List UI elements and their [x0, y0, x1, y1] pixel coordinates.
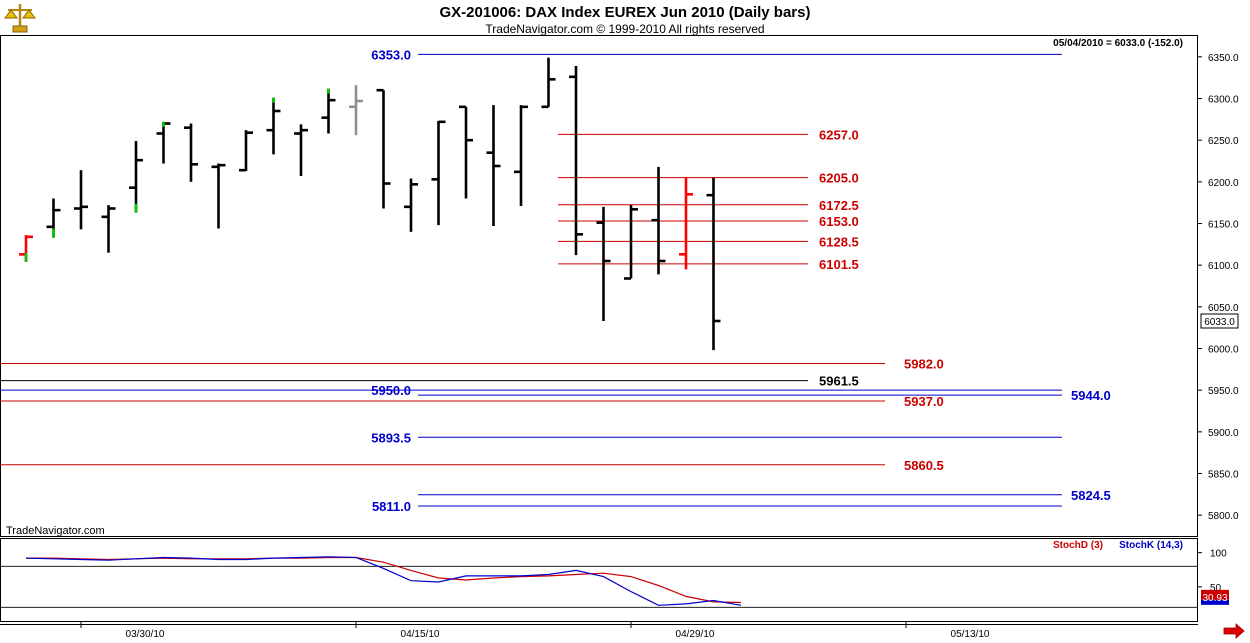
level-label: 6205.0: [819, 171, 859, 186]
level-label: 5893.5: [371, 430, 411, 445]
last-price-tag: 6033.0: [1200, 313, 1239, 329]
legend-stoch-d: StochD (3): [1053, 540, 1103, 551]
stoch-d-last-box: [1201, 589, 1229, 600]
chart-title: GX-201006: DAX Index EUREX Jun 2010 (Dai…: [440, 4, 811, 21]
stoch-tick-label: 100: [1210, 549, 1227, 560]
x-tick-label: 03/30/10: [126, 629, 165, 640]
last-info: 05/04/2010 = 6033.0 (-152.0): [1053, 38, 1183, 49]
price-tick-label: 6250.0: [1208, 136, 1239, 147]
price-tick-label: 6100.0: [1208, 261, 1239, 272]
level-label: 6101.5: [819, 257, 859, 272]
level-label: 6172.5: [819, 198, 859, 213]
price-tick-label: 6150.0: [1208, 220, 1239, 231]
level-label: 5937.0: [904, 394, 944, 409]
level-label: 5860.5: [904, 458, 944, 473]
last-price-label: 6033.0: [1204, 317, 1235, 328]
price-axis-ticks: 6350.0 6300.0 6250.0 6200.0 6150.0 6100.0 6050…: [1197, 53, 1239, 522]
price-tick-label: 6200.0: [1208, 178, 1239, 189]
stoch-k-line: [25, 556, 742, 606]
level-label: 5982.0: [904, 357, 944, 372]
level-label: 6153.0: [819, 214, 859, 229]
price-tick-label: 5900.0: [1208, 428, 1239, 439]
price-tick-label: 6000.0: [1208, 345, 1239, 356]
level-label: 5824.5: [1071, 488, 1111, 503]
stoch-tick-label: 50: [1210, 583, 1222, 594]
price-tick-label: 6050.0: [1208, 303, 1239, 314]
price-tick-label: 5950.0: [1208, 386, 1239, 397]
ohlc-bars: [19, 57, 721, 351]
stoch-lines: [25, 556, 742, 606]
last-price-box: [1200, 313, 1239, 329]
legend-stoch-k: StochK (14,3): [1119, 540, 1183, 551]
watermark: TradeNavigator.com: [6, 525, 105, 537]
price-tick-label: 6350.0: [1208, 53, 1239, 64]
stoch-k-last-box: [1201, 599, 1229, 605]
x-axis-ticks: 03/30/10 04/15/10 04/29/10 05/13/10: [80, 622, 990, 640]
stoch-last-value-label: 30.93: [1202, 593, 1227, 604]
level-label: 6257.0: [819, 127, 859, 142]
level-label: 6353.0: [371, 47, 411, 62]
price-tick-label: 6300.0: [1208, 95, 1239, 106]
stoch-legend: StochD (3) StochK (14,3) 30.93: [1053, 540, 1229, 605]
x-tick-label: 04/29/10: [676, 629, 715, 640]
level-label: 5961.5: [819, 374, 859, 389]
level-label: 5950.0: [371, 383, 411, 398]
x-tick-label: 05/13/10: [951, 629, 990, 640]
level-label: 5944.0: [1071, 388, 1111, 403]
scroll-right-arrow-icon[interactable]: [1223, 623, 1245, 639]
stoch-panel-frame: [0, 538, 1198, 622]
level-label: 5811.0: [372, 499, 411, 514]
gold-scales-icon: [4, 4, 36, 33]
chart-subtitle: TradeNavigator.com © 1999-2010 All right…: [485, 22, 764, 36]
price-tick-label: 5800.0: [1208, 511, 1239, 522]
stoch-axis-ticks: 100 50: [0, 549, 1227, 608]
price-tick-label: 5850.0: [1208, 470, 1239, 481]
x-tick-label: 04/15/10: [401, 629, 440, 640]
level-label: 6128.5: [819, 234, 859, 249]
price-panel-frame: [0, 35, 1198, 537]
